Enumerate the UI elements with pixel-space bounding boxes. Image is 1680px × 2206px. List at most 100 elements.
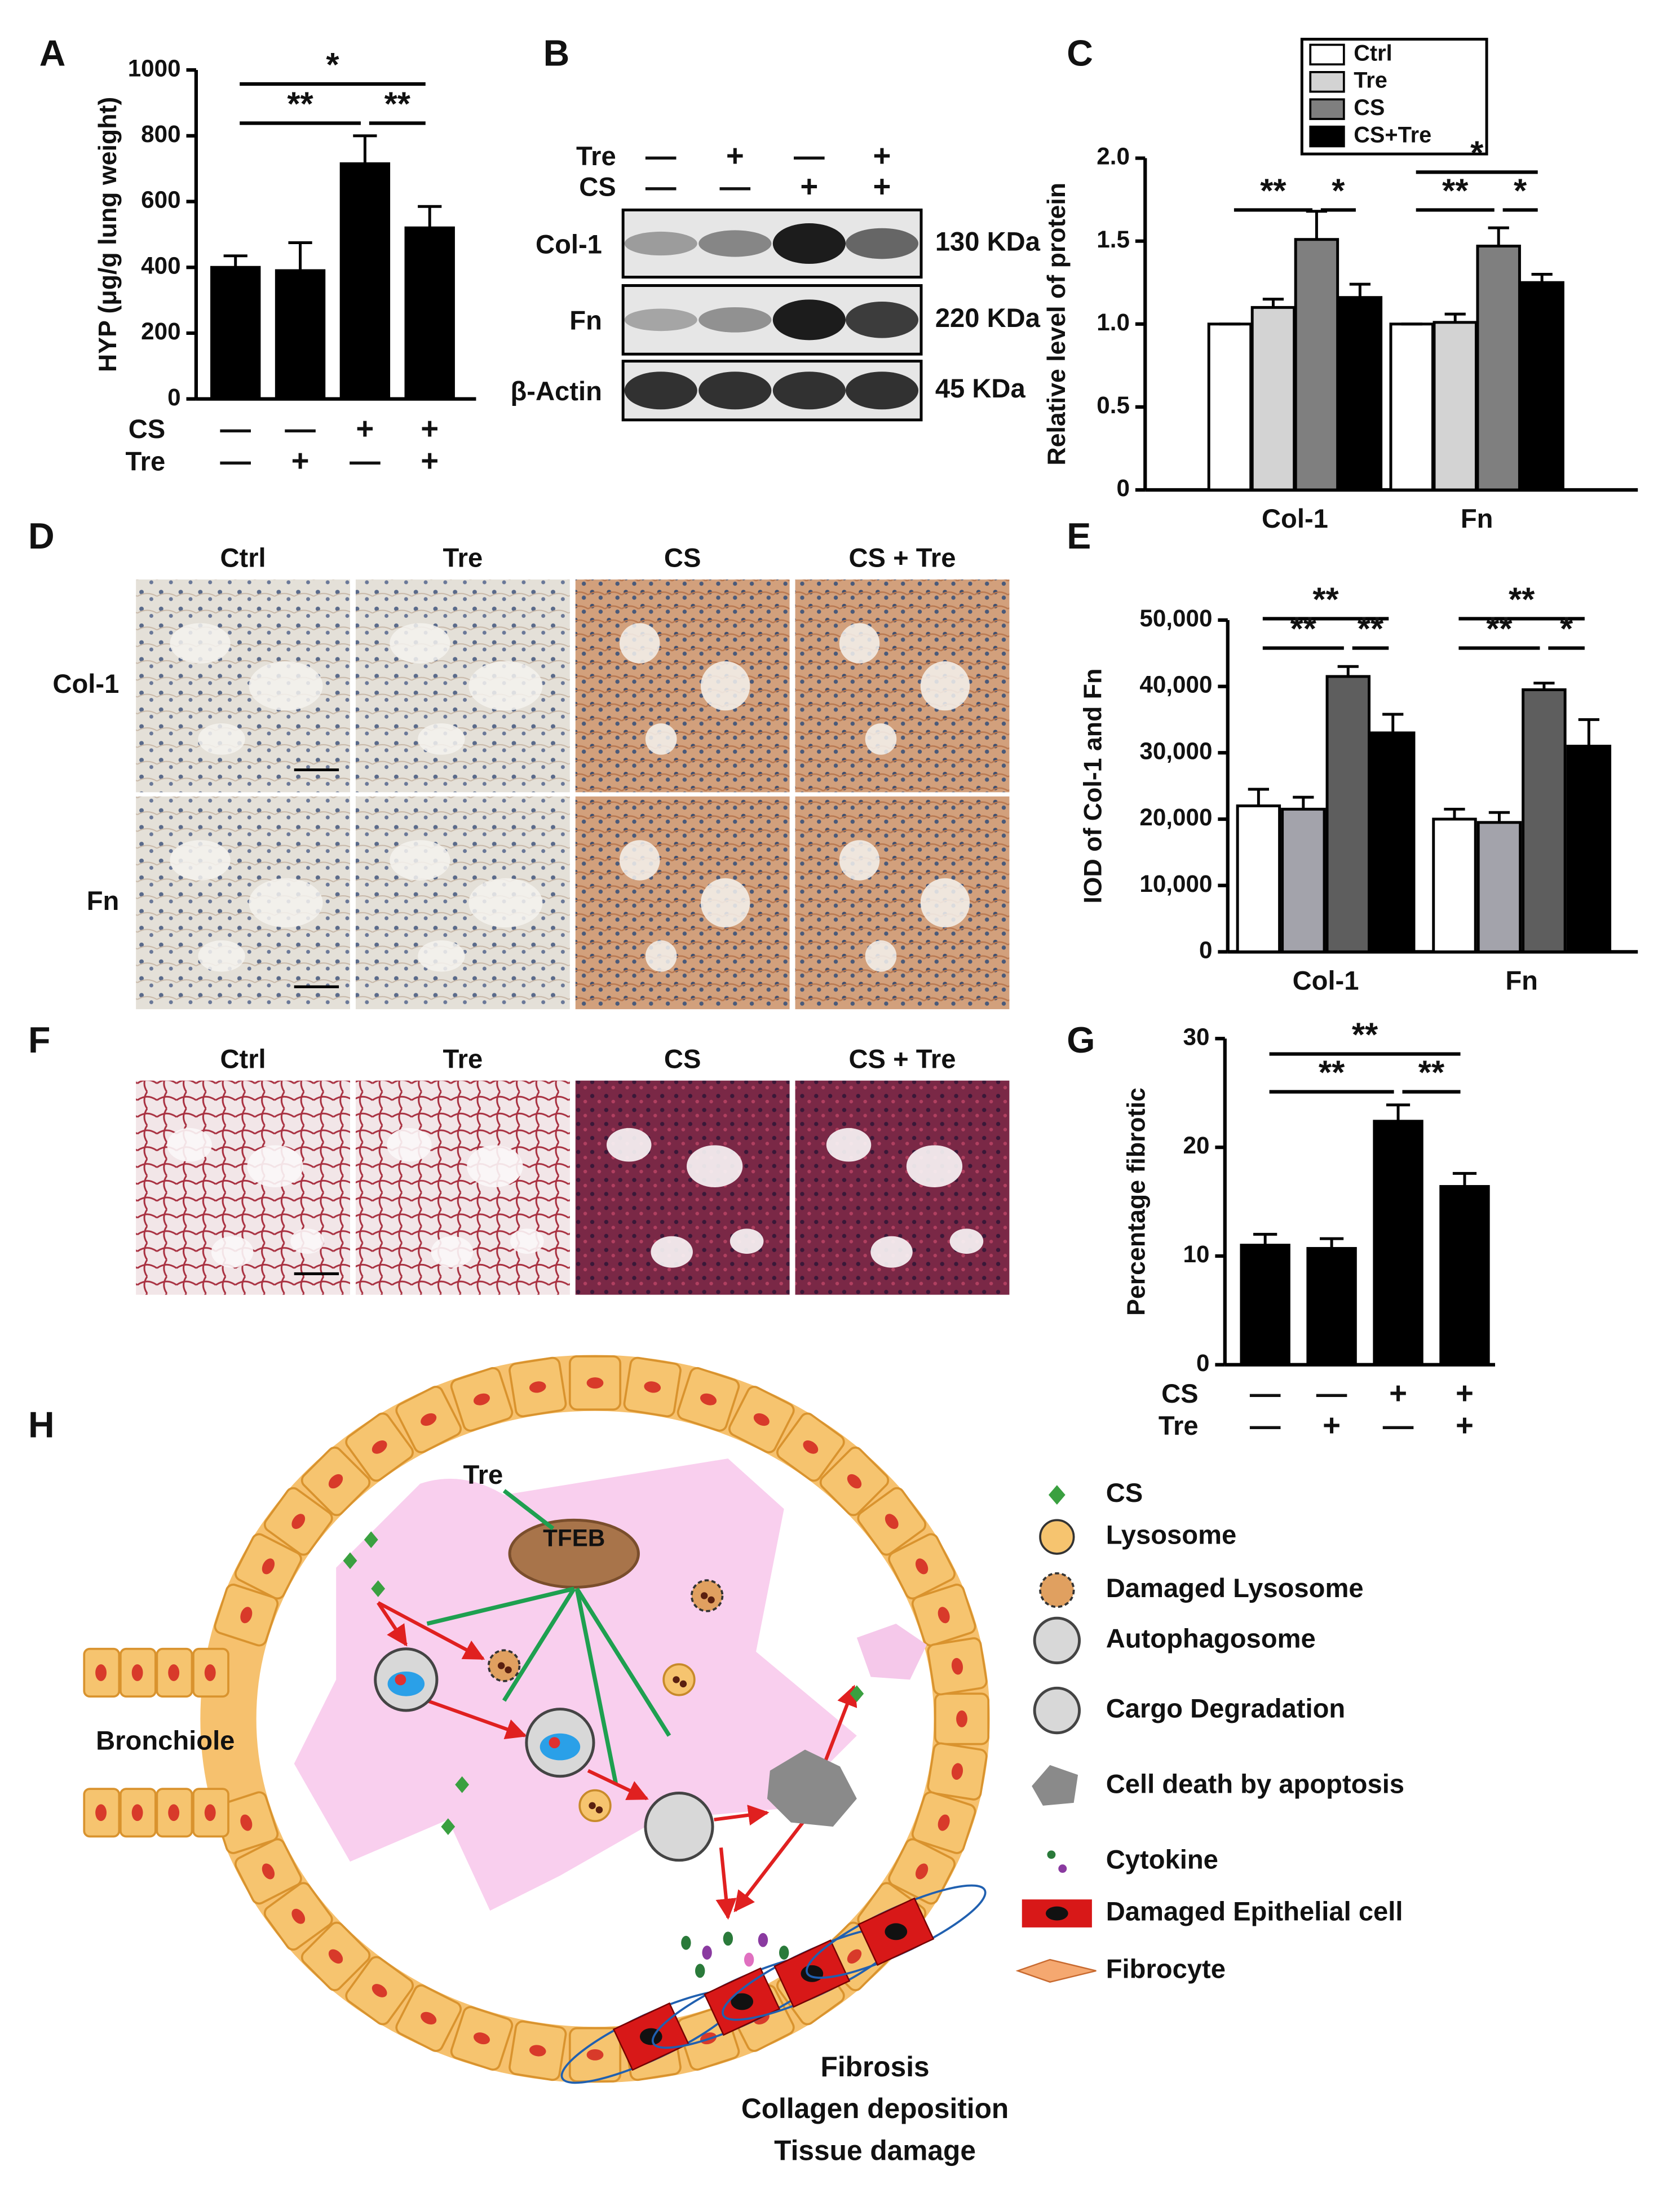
nucleus xyxy=(801,1965,824,1982)
x-tick-label: Col-1 xyxy=(1293,965,1359,995)
condition-sign: + xyxy=(1456,1376,1474,1411)
nucleus xyxy=(131,1804,143,1822)
granule xyxy=(708,1596,715,1604)
alveolus xyxy=(839,623,880,664)
bar xyxy=(1240,1244,1290,1367)
condition-sign: — xyxy=(1250,1376,1281,1411)
legend-label: CS xyxy=(1106,1478,1143,1507)
row-label: Col-1 xyxy=(52,669,119,699)
nucleus xyxy=(586,1377,604,1389)
condition-sign: + xyxy=(291,444,310,478)
alveolus xyxy=(249,878,323,928)
tfeb-label: TFEB xyxy=(543,1524,605,1551)
legend-icon xyxy=(1045,1906,1068,1921)
bar xyxy=(1294,238,1339,492)
cs-particle xyxy=(455,1776,470,1793)
significance-label: ** xyxy=(1486,609,1513,647)
nucleus xyxy=(915,1863,929,1880)
nucleus xyxy=(95,1664,107,1681)
bar xyxy=(275,269,326,401)
significance-label: ** xyxy=(384,85,411,122)
cytokine xyxy=(695,1964,705,1978)
process-arrow xyxy=(714,1805,770,1826)
nucleus xyxy=(803,1440,819,1454)
significance-label: ** xyxy=(1312,580,1339,618)
blot-sign: — xyxy=(719,170,750,204)
blot-band xyxy=(624,372,697,410)
alveolus xyxy=(865,940,897,972)
cargo xyxy=(387,1672,425,1696)
nucleus xyxy=(131,1664,143,1681)
nucleus xyxy=(421,2012,437,2025)
nucleus xyxy=(204,1804,216,1822)
blot-band xyxy=(845,372,919,410)
granule xyxy=(595,1806,603,1814)
nucleus xyxy=(731,1993,754,2010)
condition-sign: — xyxy=(220,444,251,478)
bar xyxy=(1439,1185,1490,1367)
alveolus xyxy=(468,878,543,928)
significance-label: * xyxy=(326,46,339,83)
blot-size-label: 220 KDa xyxy=(935,303,1041,333)
legend-label: Damaged Epithelial cell xyxy=(1106,1896,1403,1926)
alveolus xyxy=(167,1128,212,1162)
bar xyxy=(1476,245,1521,492)
condition-sign: + xyxy=(421,412,439,446)
panel-label: B xyxy=(543,33,570,73)
bar xyxy=(1325,675,1370,953)
cargo xyxy=(549,1737,560,1749)
y-tick-label: 0 xyxy=(1116,475,1129,501)
blot-row-label: Fn xyxy=(569,306,602,335)
condition-sign: + xyxy=(1456,1408,1474,1443)
significance-label: ** xyxy=(1418,1054,1445,1091)
panel-label: H xyxy=(28,1405,55,1445)
legend-label: CS xyxy=(1354,95,1385,120)
inhibition-line xyxy=(502,1588,576,1702)
nucleus xyxy=(240,1814,253,1831)
blot-band xyxy=(772,372,846,410)
significance-label: ** xyxy=(1290,609,1317,647)
legend-icon xyxy=(1015,1959,1097,1983)
cytokine xyxy=(758,1933,768,1947)
legend-icon xyxy=(1039,1572,1075,1608)
condition-label: Tre xyxy=(125,446,165,476)
legend-swatch xyxy=(1309,125,1345,148)
macrophage xyxy=(294,1458,857,1911)
nucleus xyxy=(473,2032,490,2045)
condition-sign: + xyxy=(1389,1376,1407,1411)
bar xyxy=(1519,281,1564,492)
nucleus xyxy=(529,1381,546,1393)
legend-swatch xyxy=(1309,71,1345,93)
outcome-label: Fibrosis xyxy=(821,2051,930,2083)
y-tick-label: 20,000 xyxy=(1139,804,1212,830)
chart: 0 10,000 20,000 30,000 40,000 50,000 IOD of Co… xyxy=(1080,580,1638,995)
nucleus xyxy=(956,1710,967,1727)
tfeb-nucleus xyxy=(508,1518,640,1589)
blot-band xyxy=(845,302,919,338)
nucleus xyxy=(204,1664,216,1681)
granule xyxy=(700,1592,708,1599)
y-tick-label: 1.5 xyxy=(1097,226,1130,253)
alveolus xyxy=(418,723,465,755)
nucleus xyxy=(915,1558,929,1575)
small-cell xyxy=(856,1624,927,1680)
panel-label: F xyxy=(28,1020,50,1060)
alveolus xyxy=(431,1236,474,1268)
granule xyxy=(589,1802,596,1810)
nucleus xyxy=(938,1607,950,1624)
alveolus xyxy=(198,723,245,755)
blot-sign: + xyxy=(726,139,744,173)
alveolus xyxy=(949,1228,984,1254)
blot-band xyxy=(698,230,772,257)
alveolus xyxy=(606,1128,652,1162)
alveolus xyxy=(870,1236,913,1268)
alveolus xyxy=(645,940,677,972)
y-axis-label: Relative level of protein xyxy=(1043,183,1071,466)
nucleus xyxy=(291,1908,306,1924)
y-tick-label: 30,000 xyxy=(1139,737,1212,764)
panel-label: A xyxy=(39,33,66,73)
nucleus xyxy=(847,1949,862,1964)
condition-label: CS xyxy=(129,414,166,444)
